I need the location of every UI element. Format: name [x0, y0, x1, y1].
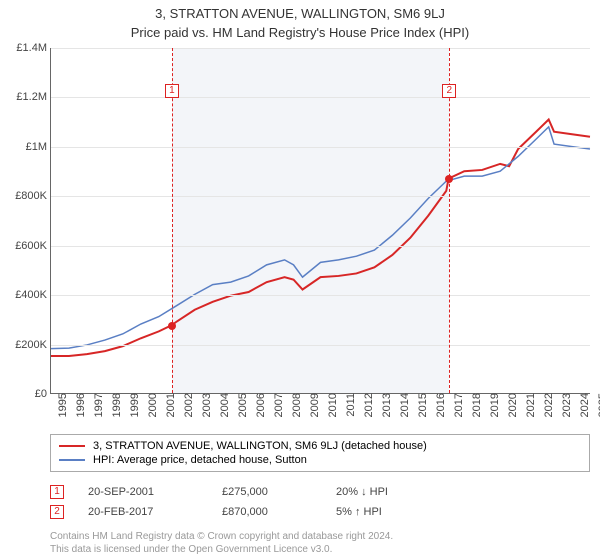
- x-axis-label: 1999: [127, 393, 141, 417]
- x-axis-label: 2024: [577, 393, 591, 417]
- x-axis-label: 2023: [559, 393, 573, 417]
- x-axis-label: 2011: [343, 393, 357, 417]
- sale-row: 1 20-SEP-2001 £275,000 20% ↓ HPI: [50, 482, 590, 502]
- y-axis-label: £200K: [3, 339, 51, 351]
- x-axis-label: 2005: [235, 393, 249, 417]
- legend-row: HPI: Average price, detached house, Sutt…: [59, 453, 581, 467]
- sale-vline: [449, 48, 450, 393]
- x-axis-label: 2002: [181, 393, 195, 417]
- x-axis-label: 2025: [595, 393, 600, 417]
- attribution-line1: Contains HM Land Registry data © Crown c…: [50, 530, 590, 543]
- x-axis-label: 2013: [379, 393, 393, 417]
- sale-vline: [172, 48, 173, 393]
- legend-swatch: [59, 445, 85, 447]
- x-axis-label: 2003: [199, 393, 213, 417]
- gridline: [51, 147, 590, 148]
- sale-row: 2 20-FEB-2017 £870,000 5% ↑ HPI: [50, 502, 590, 522]
- legend-swatch: [59, 459, 85, 461]
- x-axis-label: 2012: [361, 393, 375, 417]
- gridline: [51, 246, 590, 247]
- y-axis-label: £400K: [3, 289, 51, 301]
- y-axis-label: £1.4M: [3, 42, 51, 54]
- sale-marker-box: 2: [442, 84, 456, 98]
- sale-row-index: 2: [50, 505, 64, 519]
- legend-box: 3, STRATTON AVENUE, WALLINGTON, SM6 9LJ …: [50, 434, 590, 472]
- x-axis-label: 2010: [325, 393, 339, 417]
- x-axis-label: 2020: [505, 393, 519, 417]
- x-axis-label: 2009: [307, 393, 321, 417]
- x-axis-label: 2004: [217, 393, 231, 417]
- x-axis-label: 2007: [271, 393, 285, 417]
- legend-row: 3, STRATTON AVENUE, WALLINGTON, SM6 9LJ …: [59, 439, 581, 453]
- legend-and-footer: 3, STRATTON AVENUE, WALLINGTON, SM6 9LJ …: [50, 434, 590, 556]
- series-line: [51, 127, 590, 349]
- x-axis-label: 2022: [541, 393, 555, 417]
- chart-title-address: 3, STRATTON AVENUE, WALLINGTON, SM6 9LJ: [0, 0, 600, 21]
- y-axis-label: £1.2M: [3, 91, 51, 103]
- gridline: [51, 345, 590, 346]
- sale-row-price: £275,000: [222, 486, 312, 498]
- sale-row-diff: 5% ↑ HPI: [336, 506, 426, 518]
- chart-lines: [51, 48, 590, 393]
- plot-area: £0£200K£400K£600K£800K£1M£1.2M£1.4M19951…: [50, 48, 590, 394]
- y-axis-label: £0: [3, 388, 51, 400]
- x-axis-label: 2001: [163, 393, 177, 417]
- legend-label: HPI: Average price, detached house, Sutt…: [93, 454, 307, 466]
- x-axis-label: 2018: [469, 393, 483, 417]
- attribution: Contains HM Land Registry data © Crown c…: [50, 530, 590, 556]
- x-axis-label: 2017: [451, 393, 465, 417]
- y-axis-label: £800K: [3, 190, 51, 202]
- sales-table: 1 20-SEP-2001 £275,000 20% ↓ HPI 2 20-FEB-201…: [50, 482, 590, 522]
- chart-title-subtitle: Price paid vs. HM Land Registry's House …: [0, 21, 600, 44]
- sale-row-diff: 20% ↓ HPI: [336, 486, 426, 498]
- sale-marker-dot: [445, 175, 453, 183]
- gridline: [51, 196, 590, 197]
- x-axis-label: 1998: [109, 393, 123, 417]
- x-axis-label: 2000: [145, 393, 159, 417]
- sale-row-price: £870,000: [222, 506, 312, 518]
- x-axis-label: 2008: [289, 393, 303, 417]
- gridline: [51, 97, 590, 98]
- x-axis-label: 2015: [415, 393, 429, 417]
- x-axis-label: 2006: [253, 393, 267, 417]
- y-axis-label: £1M: [3, 141, 51, 153]
- sale-row-date: 20-FEB-2017: [88, 506, 198, 518]
- x-axis-label: 2019: [487, 393, 501, 417]
- x-axis-label: 2014: [397, 393, 411, 417]
- x-axis-label: 2021: [523, 393, 537, 417]
- gridline: [51, 295, 590, 296]
- legend-label: 3, STRATTON AVENUE, WALLINGTON, SM6 9LJ …: [93, 440, 427, 452]
- price-chart: 3, STRATTON AVENUE, WALLINGTON, SM6 9LJ …: [0, 0, 600, 560]
- sale-marker-box: 1: [165, 84, 179, 98]
- attribution-line2: This data is licensed under the Open Gov…: [50, 543, 590, 556]
- x-axis-label: 1997: [91, 393, 105, 417]
- sale-row-index: 1: [50, 485, 64, 499]
- gridline: [51, 48, 590, 49]
- y-axis-label: £600K: [3, 240, 51, 252]
- sale-row-date: 20-SEP-2001: [88, 486, 198, 498]
- x-axis-label: 1995: [55, 393, 69, 417]
- x-axis-label: 2016: [433, 393, 447, 417]
- sale-marker-dot: [168, 322, 176, 330]
- series-line: [51, 119, 590, 356]
- x-axis-label: 1996: [73, 393, 87, 417]
